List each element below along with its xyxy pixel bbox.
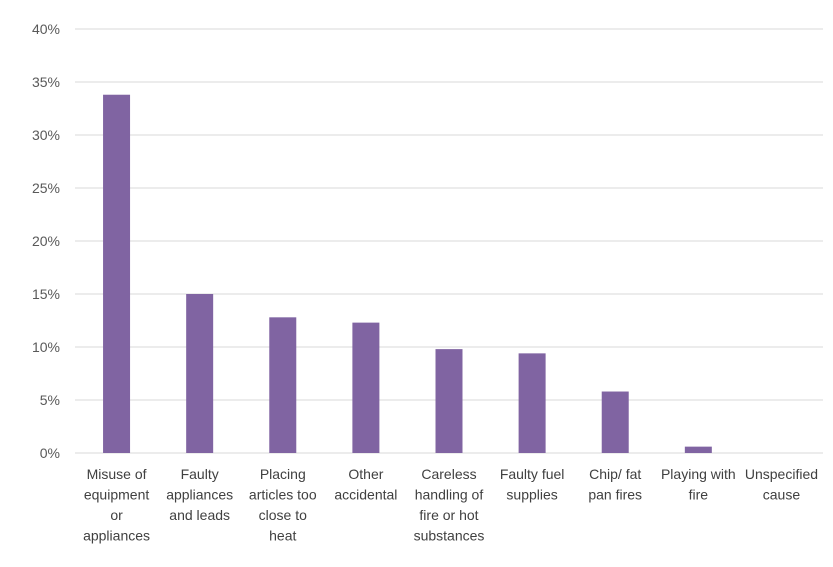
x-category-label-line: close to (259, 507, 307, 523)
y-tick-label: 35% (32, 74, 60, 90)
x-category-label-line: substances (414, 528, 485, 544)
x-category-label-line: accidental (334, 487, 397, 503)
x-axis-category-labels: Misuse of equipment or appliances Faulty appl… (83, 466, 818, 544)
bar (269, 317, 297, 453)
bar (435, 349, 463, 453)
x-category-label: Faulty appliances and leads (166, 466, 233, 523)
x-category-label-line: Playing with (661, 466, 736, 482)
x-category-label: Playing with fire (661, 466, 736, 503)
x-category-label: Other accidental (334, 466, 397, 503)
x-category-label-line: or (110, 507, 123, 523)
bars (103, 94, 712, 453)
y-tick-label: 30% (32, 127, 60, 143)
bar (186, 294, 214, 453)
x-category-label-line: appliances (166, 487, 233, 503)
x-category-label-line: and leads (169, 507, 230, 523)
x-category-label: Placing articles too close to heat (249, 466, 317, 544)
y-tick-label: 40% (32, 21, 60, 37)
x-category-label-line: Faulty (181, 466, 219, 482)
x-category-label-line: fire (689, 487, 709, 503)
bar (684, 446, 712, 453)
y-tick-label: 5% (40, 392, 60, 408)
x-category-label-line: Placing (260, 466, 306, 482)
y-tick-label: 15% (32, 286, 60, 302)
x-category-label-line: appliances (83, 528, 150, 544)
x-category-label-line: Misuse of (87, 466, 147, 482)
y-tick-label: 25% (32, 180, 60, 196)
x-category-label: Misuse of equipment or appliances (83, 466, 150, 544)
x-category-label: Faulty fuel supplies (500, 466, 565, 503)
bar (601, 391, 629, 453)
x-category-label-line: pan fires (588, 487, 642, 503)
x-category-label-line: cause (763, 487, 801, 503)
x-category-label: Unspecified cause (745, 466, 818, 503)
x-category-label-line: heat (269, 528, 296, 544)
bar (518, 353, 546, 453)
x-category-label: Chip/ fat pan fires (588, 466, 642, 503)
y-tick-label: 20% (32, 233, 60, 249)
bar (352, 322, 380, 453)
y-tick-label: 10% (32, 339, 60, 355)
bar (103, 94, 131, 453)
y-tick-label: 0% (40, 445, 60, 461)
x-category-label-line: Careless (421, 466, 476, 482)
x-category-label-line: fire or hot (419, 507, 478, 523)
x-category-label-line: articles too (249, 487, 317, 503)
x-category-label-line: Other (348, 466, 383, 482)
x-category-label: Careless handling of fire or hot substances (414, 466, 485, 544)
x-category-label-line: handling of (415, 487, 484, 503)
x-category-label-line: Unspecified (745, 466, 818, 482)
x-category-label-line: equipment (84, 487, 149, 503)
x-category-label-line: supplies (506, 487, 557, 503)
x-category-label-line: Chip/ fat (589, 466, 641, 482)
y-axis-tick-labels: 0% 5% 10% 15% 20% 25% 30% 35% 40% (32, 21, 60, 461)
x-category-label-line: Faulty fuel (500, 466, 565, 482)
